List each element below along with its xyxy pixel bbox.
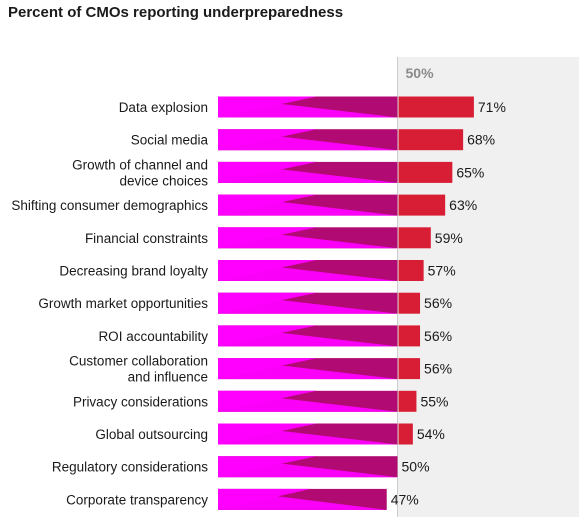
bar-row	[218, 129, 464, 151]
category-label: Global outsourcing	[95, 427, 208, 442]
bar-row	[218, 194, 446, 216]
bar-highlight-top	[218, 358, 317, 380]
bar-highlight-top	[218, 292, 317, 314]
bar-above-reference	[398, 227, 431, 249]
value-label: 68%	[467, 132, 495, 148]
bar-highlight-top	[218, 129, 317, 151]
category-label: Financial constraints	[85, 231, 208, 246]
bar-row	[218, 325, 421, 347]
bar-row	[218, 488, 387, 510]
category-label: Data explosion	[119, 100, 208, 115]
bar-row	[218, 390, 417, 412]
bar-row	[218, 260, 424, 281]
bar-row	[218, 227, 431, 249]
value-label: 56%	[424, 361, 452, 377]
category-label: Customer collaboration and influence	[69, 354, 208, 385]
bar-highlight-top	[218, 390, 317, 412]
value-label: 56%	[424, 328, 452, 344]
category-label: Regulatory considerations	[52, 460, 208, 475]
bar-row	[218, 456, 398, 478]
bar-above-reference	[398, 390, 417, 412]
bar-above-reference	[398, 96, 474, 118]
bar-above-reference	[398, 292, 421, 314]
bar-above-reference	[398, 194, 446, 216]
value-label: 71%	[478, 99, 506, 115]
bar-highlight-top	[218, 456, 317, 478]
category-label: Growth market opportunities	[38, 296, 208, 311]
category-label: Corporate transparency	[66, 492, 208, 507]
category-label: Privacy considerations	[73, 394, 208, 409]
category-label: Shifting consumer demographics	[11, 198, 208, 213]
bar-highlight-top	[218, 488, 311, 510]
reference-band	[397, 57, 579, 517]
value-label: 57%	[428, 263, 456, 279]
bar-above-reference	[398, 260, 424, 281]
category-label: Decreasing brand loyalty	[59, 264, 208, 279]
bar-row	[218, 358, 421, 380]
category-label: Growth of channel and device choices	[72, 157, 208, 188]
bar-highlight-top	[218, 227, 317, 249]
bar-highlight-top	[218, 194, 317, 216]
value-label: 54%	[417, 426, 445, 442]
bar-above-reference	[398, 129, 464, 151]
bar-row	[218, 423, 413, 445]
bar-highlight-top	[218, 96, 317, 118]
bar-highlight-top	[218, 260, 317, 281]
value-label: 59%	[435, 230, 463, 246]
bar-above-reference	[398, 423, 413, 445]
bar-row	[218, 292, 421, 314]
chart-title: Percent of CMOs reporting underpreparedn…	[8, 4, 344, 21]
value-label: 65%	[456, 164, 484, 180]
bar-above-reference	[398, 358, 421, 380]
value-label: 50%	[402, 459, 430, 475]
value-label: 56%	[424, 295, 452, 311]
category-label: Social media	[131, 133, 209, 148]
bar-above-reference	[398, 161, 453, 183]
reference-label: 50%	[406, 65, 435, 81]
value-label: 63%	[449, 197, 477, 213]
bar-highlight-top	[218, 325, 317, 347]
bar-highlight-top	[218, 161, 317, 183]
value-label: 47%	[391, 491, 419, 507]
category-label: ROI accountability	[98, 329, 208, 344]
bar-row	[218, 161, 453, 183]
bar-highlight-top	[218, 423, 317, 445]
bar-above-reference	[398, 325, 421, 347]
bar-row	[218, 96, 474, 118]
value-label: 55%	[420, 393, 448, 409]
